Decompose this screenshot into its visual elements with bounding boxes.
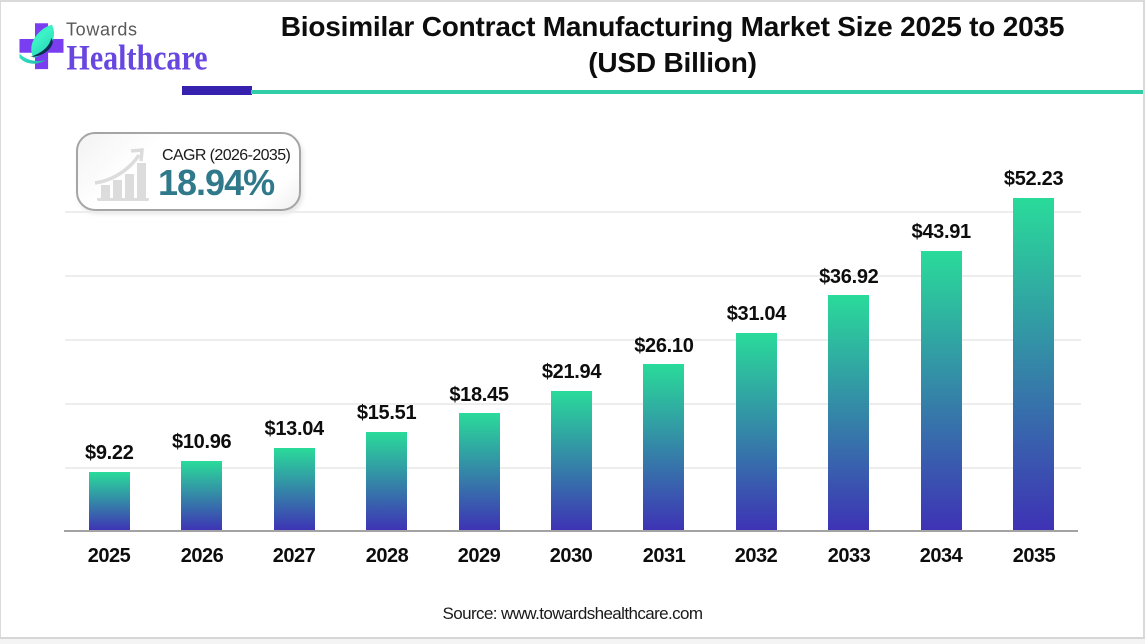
svg-text:Towards: Towards (66, 20, 137, 40)
svg-text:Healthcare: Healthcare (67, 38, 208, 78)
